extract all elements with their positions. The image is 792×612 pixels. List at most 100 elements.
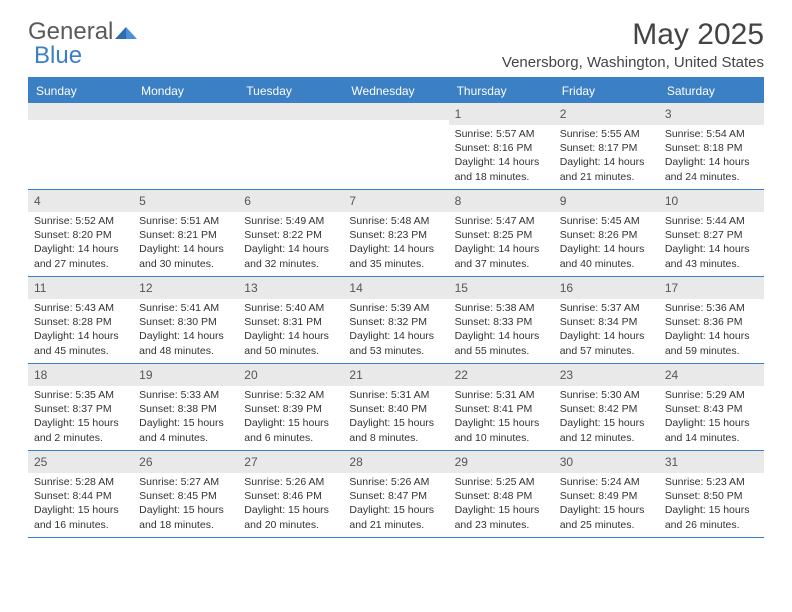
daylight-text-1: Daylight: 15 hours [455,503,548,517]
day-number: 1 [455,107,462,121]
sunset-text: Sunset: 8:26 PM [560,228,653,242]
daylight-text-1: Daylight: 15 hours [560,503,653,517]
calendar-cell: 18Sunrise: 5:35 AMSunset: 8:37 PMDayligh… [28,364,133,451]
day-number-row: 10 [659,190,764,212]
daylight-text-1: Daylight: 14 hours [244,242,337,256]
day-number: 16 [560,281,573,295]
daylight-text-2: and 18 minutes. [139,518,232,532]
calendar-cell: 23Sunrise: 5:30 AMSunset: 8:42 PMDayligh… [554,364,659,451]
daylight-text-1: Daylight: 14 hours [665,155,758,169]
calendar-cell-empty [133,103,238,190]
sunset-text: Sunset: 8:41 PM [455,402,548,416]
daylight-text-2: and 45 minutes. [34,344,127,358]
day-number-row: 3 [659,103,764,125]
dow-header-row: Sunday Monday Tuesday Wednesday Thursday… [28,79,764,103]
day-number: 22 [455,368,468,382]
sunset-text: Sunset: 8:47 PM [349,489,442,503]
calendar-cell: 13Sunrise: 5:40 AMSunset: 8:31 PMDayligh… [238,277,343,364]
sunrise-text: Sunrise: 5:35 AM [34,388,127,402]
sunset-text: Sunset: 8:28 PM [34,315,127,329]
calendar-cell: 12Sunrise: 5:41 AMSunset: 8:30 PMDayligh… [133,277,238,364]
day-number: 19 [139,368,152,382]
calendar-cell: 20Sunrise: 5:32 AMSunset: 8:39 PMDayligh… [238,364,343,451]
dow-friday: Friday [554,79,659,103]
daylight-text-2: and 48 minutes. [139,344,232,358]
calendar-cell: 28Sunrise: 5:26 AMSunset: 8:47 PMDayligh… [343,451,448,538]
day-number-row: 28 [343,451,448,473]
day-number: 20 [244,368,257,382]
daylight-text-1: Daylight: 15 hours [139,503,232,517]
daylight-text-1: Daylight: 14 hours [455,242,548,256]
daylight-text-2: and 18 minutes. [455,170,548,184]
daylight-text-2: and 53 minutes. [349,344,442,358]
daylight-text-1: Daylight: 14 hours [34,329,127,343]
calendar-cell: 10Sunrise: 5:44 AMSunset: 8:27 PMDayligh… [659,190,764,277]
day-number: 29 [455,455,468,469]
calendar-cell: 22Sunrise: 5:31 AMSunset: 8:41 PMDayligh… [449,364,554,451]
sunrise-text: Sunrise: 5:45 AM [560,214,653,228]
day-number: 26 [139,455,152,469]
daylight-text-2: and 25 minutes. [560,518,653,532]
sunset-text: Sunset: 8:38 PM [139,402,232,416]
day-number-row: 5 [133,190,238,212]
sunset-text: Sunset: 8:30 PM [139,315,232,329]
sunset-text: Sunset: 8:21 PM [139,228,232,242]
day-number-row: 30 [554,451,659,473]
calendar-cell: 7Sunrise: 5:48 AMSunset: 8:23 PMDaylight… [343,190,448,277]
sunset-text: Sunset: 8:36 PM [665,315,758,329]
daylight-text-1: Daylight: 14 hours [455,329,548,343]
day-number: 13 [244,281,257,295]
day-number-row: 25 [28,451,133,473]
sunrise-text: Sunrise: 5:55 AM [560,127,653,141]
day-number: 6 [244,194,251,208]
day-number-row: 29 [449,451,554,473]
sunrise-text: Sunrise: 5:44 AM [665,214,758,228]
calendar-cell: 25Sunrise: 5:28 AMSunset: 8:44 PMDayligh… [28,451,133,538]
sunrise-text: Sunrise: 5:40 AM [244,301,337,315]
daylight-text-2: and 16 minutes. [34,518,127,532]
logo-blue: Blue [34,42,82,70]
daylight-text-2: and 27 minutes. [34,257,127,271]
sunrise-text: Sunrise: 5:43 AM [34,301,127,315]
calendar-cell: 5Sunrise: 5:51 AMSunset: 8:21 PMDaylight… [133,190,238,277]
calendar-cell: 15Sunrise: 5:38 AMSunset: 8:33 PMDayligh… [449,277,554,364]
daylight-text-1: Daylight: 14 hours [560,242,653,256]
day-number: 27 [244,455,257,469]
day-number-row: 8 [449,190,554,212]
sunrise-text: Sunrise: 5:31 AM [455,388,548,402]
sunrise-text: Sunrise: 5:28 AM [34,475,127,489]
day-number-row: 27 [238,451,343,473]
daylight-text-2: and 8 minutes. [349,431,442,445]
daylight-text-1: Daylight: 14 hours [349,329,442,343]
day-number-row: 22 [449,364,554,386]
sunrise-text: Sunrise: 5:52 AM [34,214,127,228]
sunset-text: Sunset: 8:44 PM [34,489,127,503]
daylight-text-2: and 2 minutes. [34,431,127,445]
day-number: 8 [455,194,462,208]
calendar-cell: 17Sunrise: 5:36 AMSunset: 8:36 PMDayligh… [659,277,764,364]
daylight-text-2: and 40 minutes. [560,257,653,271]
day-number-row: 15 [449,277,554,299]
day-number-row: 12 [133,277,238,299]
daylight-text-1: Daylight: 15 hours [34,416,127,430]
calendar-cell-empty [28,103,133,190]
day-number: 23 [560,368,573,382]
daylight-text-1: Daylight: 14 hours [349,242,442,256]
calendar-page: General May 2025 Venersborg, Washington,… [0,0,792,548]
daylight-text-2: and 37 minutes. [455,257,548,271]
daylight-text-2: and 55 minutes. [455,344,548,358]
page-title: May 2025 [502,18,764,52]
daylight-text-2: and 26 minutes. [665,518,758,532]
sunrise-text: Sunrise: 5:51 AM [139,214,232,228]
daylight-text-1: Daylight: 14 hours [34,242,127,256]
day-number: 10 [665,194,678,208]
daylight-text-2: and 20 minutes. [244,518,337,532]
calendar-cell: 24Sunrise: 5:29 AMSunset: 8:43 PMDayligh… [659,364,764,451]
day-number-row: 23 [554,364,659,386]
daylight-text-1: Daylight: 14 hours [665,242,758,256]
dow-sunday: Sunday [28,79,133,103]
location-subtitle: Venersborg, Washington, United States [502,54,764,71]
daylight-text-1: Daylight: 14 hours [455,155,548,169]
calendar-cell: 1Sunrise: 5:57 AMSunset: 8:16 PMDaylight… [449,103,554,190]
sunset-text: Sunset: 8:25 PM [455,228,548,242]
